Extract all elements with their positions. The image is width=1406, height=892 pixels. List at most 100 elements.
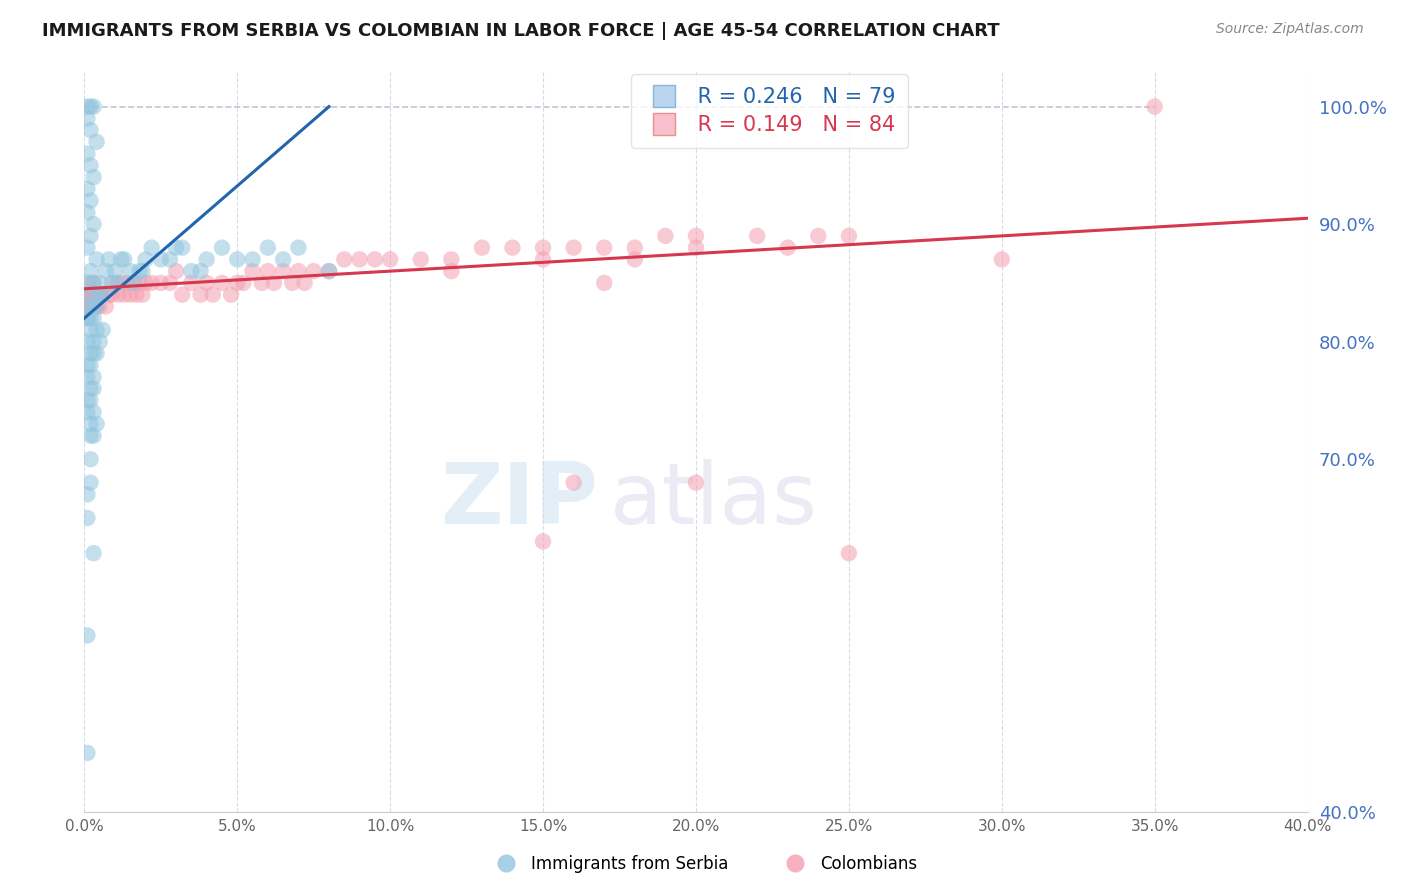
- Point: [195, 252, 218, 267]
- Point: [76, 405, 98, 419]
- Point: [83, 311, 105, 326]
- Point: [685, 228, 707, 243]
- Point: [409, 252, 432, 267]
- Point: [141, 276, 163, 290]
- Point: [83, 299, 105, 313]
- Point: [76, 287, 98, 301]
- Point: [112, 252, 135, 267]
- Point: [232, 276, 254, 290]
- Point: [364, 252, 387, 267]
- Point: [76, 276, 98, 290]
- Point: [83, 100, 105, 114]
- Point: [115, 276, 138, 290]
- Point: [201, 287, 224, 301]
- Point: [211, 276, 233, 290]
- Point: [83, 170, 105, 185]
- Point: [257, 264, 280, 278]
- Point: [172, 287, 194, 301]
- Point: [685, 475, 707, 490]
- Point: [79, 393, 101, 408]
- Point: [83, 346, 105, 360]
- Point: [83, 405, 105, 419]
- Point: [94, 299, 117, 313]
- Point: [165, 241, 187, 255]
- Point: [120, 264, 142, 278]
- Point: [79, 382, 101, 396]
- Point: [271, 264, 294, 278]
- Point: [94, 264, 117, 278]
- Point: [79, 323, 101, 337]
- Point: [79, 287, 101, 301]
- Point: [83, 287, 105, 301]
- Point: [83, 299, 105, 313]
- Point: [318, 264, 340, 278]
- Point: [79, 358, 101, 372]
- Text: Source: ZipAtlas.com: Source: ZipAtlas.com: [1216, 22, 1364, 37]
- Point: [76, 112, 98, 126]
- Point: [838, 546, 860, 560]
- Point: [593, 241, 616, 255]
- Point: [747, 228, 769, 243]
- Point: [86, 417, 108, 431]
- Point: [131, 287, 153, 301]
- Point: [471, 241, 494, 255]
- Point: [83, 546, 105, 560]
- Point: [180, 276, 202, 290]
- Point: [83, 334, 105, 349]
- Point: [226, 276, 249, 290]
- Point: [242, 252, 264, 267]
- Point: [242, 264, 264, 278]
- Point: [271, 252, 294, 267]
- Point: [83, 428, 105, 442]
- Point: [79, 123, 101, 137]
- Point: [79, 299, 101, 313]
- Point: [135, 252, 157, 267]
- Point: [86, 323, 108, 337]
- Point: [101, 276, 124, 290]
- Point: [86, 287, 108, 301]
- Point: [190, 264, 212, 278]
- Point: [562, 475, 585, 490]
- Point: [122, 276, 145, 290]
- Point: [531, 241, 554, 255]
- Point: [97, 287, 120, 301]
- Point: [76, 100, 98, 114]
- Point: [83, 382, 105, 396]
- Point: [76, 287, 98, 301]
- Point: [685, 241, 707, 255]
- Point: [76, 182, 98, 196]
- Point: [141, 241, 163, 255]
- Point: [125, 287, 148, 301]
- Point: [318, 264, 340, 278]
- Point: [76, 146, 98, 161]
- Point: [79, 452, 101, 467]
- Point: [149, 252, 172, 267]
- Point: [79, 287, 101, 301]
- Point: [165, 264, 187, 278]
- Point: [91, 287, 114, 301]
- Point: [593, 276, 616, 290]
- Point: [83, 276, 105, 290]
- Point: [838, 228, 860, 243]
- Point: [76, 370, 98, 384]
- Point: [190, 287, 212, 301]
- Point: [219, 287, 242, 301]
- Point: [380, 252, 402, 267]
- Point: [120, 287, 142, 301]
- Point: [89, 287, 111, 301]
- Point: [89, 299, 111, 313]
- Point: [86, 346, 108, 360]
- Point: [76, 628, 98, 642]
- Point: [180, 264, 202, 278]
- Legend: Immigrants from Serbia, Colombians: Immigrants from Serbia, Colombians: [482, 848, 924, 880]
- Point: [807, 228, 830, 243]
- Point: [128, 276, 150, 290]
- Point: [110, 252, 132, 267]
- Point: [79, 276, 101, 290]
- Point: [79, 299, 101, 313]
- Point: [79, 287, 101, 301]
- Point: [79, 228, 101, 243]
- Point: [302, 264, 325, 278]
- Point: [76, 393, 98, 408]
- Point: [159, 252, 181, 267]
